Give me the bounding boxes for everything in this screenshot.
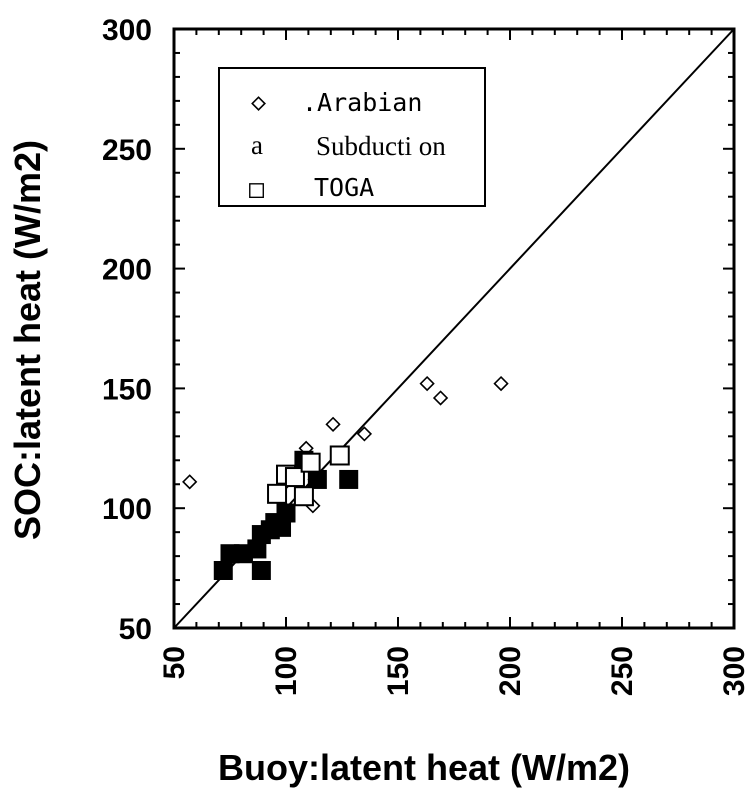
y-tick-label: 150 [102,373,152,406]
point-arabian [325,416,341,432]
legend-symbol-subduction: a [251,130,263,160]
x-tick-label: 300 [718,646,745,696]
point-subduction [307,469,327,489]
legend-symbol-toga: □ [249,174,264,203]
x-axis-label: Buoy:latent heat (W/m2) [218,747,630,788]
x-tick-label: 200 [494,646,527,696]
point-arabian [356,426,373,442]
x-tick-label: 150 [382,646,415,696]
legend-label-subduction: Subducti on [316,131,446,161]
point-toga [293,486,314,507]
point-arabian [182,474,198,490]
legend-label-toga: TOGA [314,173,374,202]
point-subduction [339,469,359,489]
legend: ◇ .Arabian a Subducti on □ TOGA [218,67,486,207]
x-tick-label: 250 [606,646,639,696]
point-arabian [432,390,449,406]
x-tick-label: 100 [270,646,303,696]
legend-box [218,67,486,207]
point-toga [300,452,321,473]
point-arabian [493,375,509,392]
y-tick-label: 50 [119,613,152,646]
x-tick-label: 50 [158,646,191,679]
y-tick-label: 300 [102,14,152,47]
point-subduction [213,560,233,580]
y-tick-label: 100 [102,493,152,526]
legend-label-arabian: .Arabian [302,88,422,117]
point-toga [267,483,288,504]
y-axis-label: SOC:latent heat (W/m2) [7,140,48,540]
point-arabian [419,375,435,392]
point-toga [329,445,350,466]
y-tick-label: 250 [102,134,152,167]
point-subduction [276,503,296,523]
point-subduction [251,560,271,580]
y-tick-label: 200 [102,254,152,287]
plot-frame [172,27,736,630]
legend-symbol-arabian: ◇ [251,87,266,116]
point-toga [284,467,305,488]
